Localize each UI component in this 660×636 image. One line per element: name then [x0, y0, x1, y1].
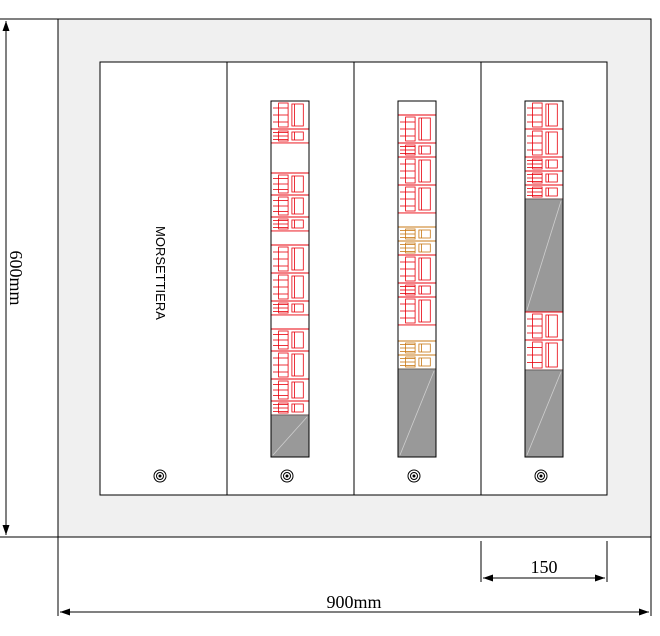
terminal-block-label: MORSETTIERA [153, 226, 168, 320]
door-lock-icon [280, 469, 294, 483]
height-dimension-text: 600mm [6, 250, 26, 305]
strip-spacer [397, 212, 437, 228]
blank-cover-plate [524, 198, 564, 313]
blank-cover-plate [270, 414, 310, 458]
width-dimension: 900mm [57, 537, 652, 616]
width-dimension-text: 900mm [326, 592, 381, 612]
strip-spacer [270, 314, 310, 330]
blank-cover-plate [524, 369, 564, 458]
blank-cover-plate [397, 368, 437, 458]
column-width-dimension: 150 [480, 541, 608, 582]
strip-spacer [397, 324, 437, 342]
column-width-dimension-text: 150 [531, 557, 558, 577]
door-lock-icon [153, 469, 167, 483]
device-strip [397, 100, 437, 458]
panel-front [99, 61, 608, 496]
door-lock-icon [534, 469, 548, 483]
height-dimension: 600mm [0, 18, 58, 538]
strip-spacer [397, 100, 437, 116]
device-strip [270, 100, 310, 458]
door-lock-icon [407, 469, 421, 483]
device-strip [524, 100, 564, 458]
strip-spacer [270, 142, 310, 174]
strip-spacer [270, 230, 310, 246]
